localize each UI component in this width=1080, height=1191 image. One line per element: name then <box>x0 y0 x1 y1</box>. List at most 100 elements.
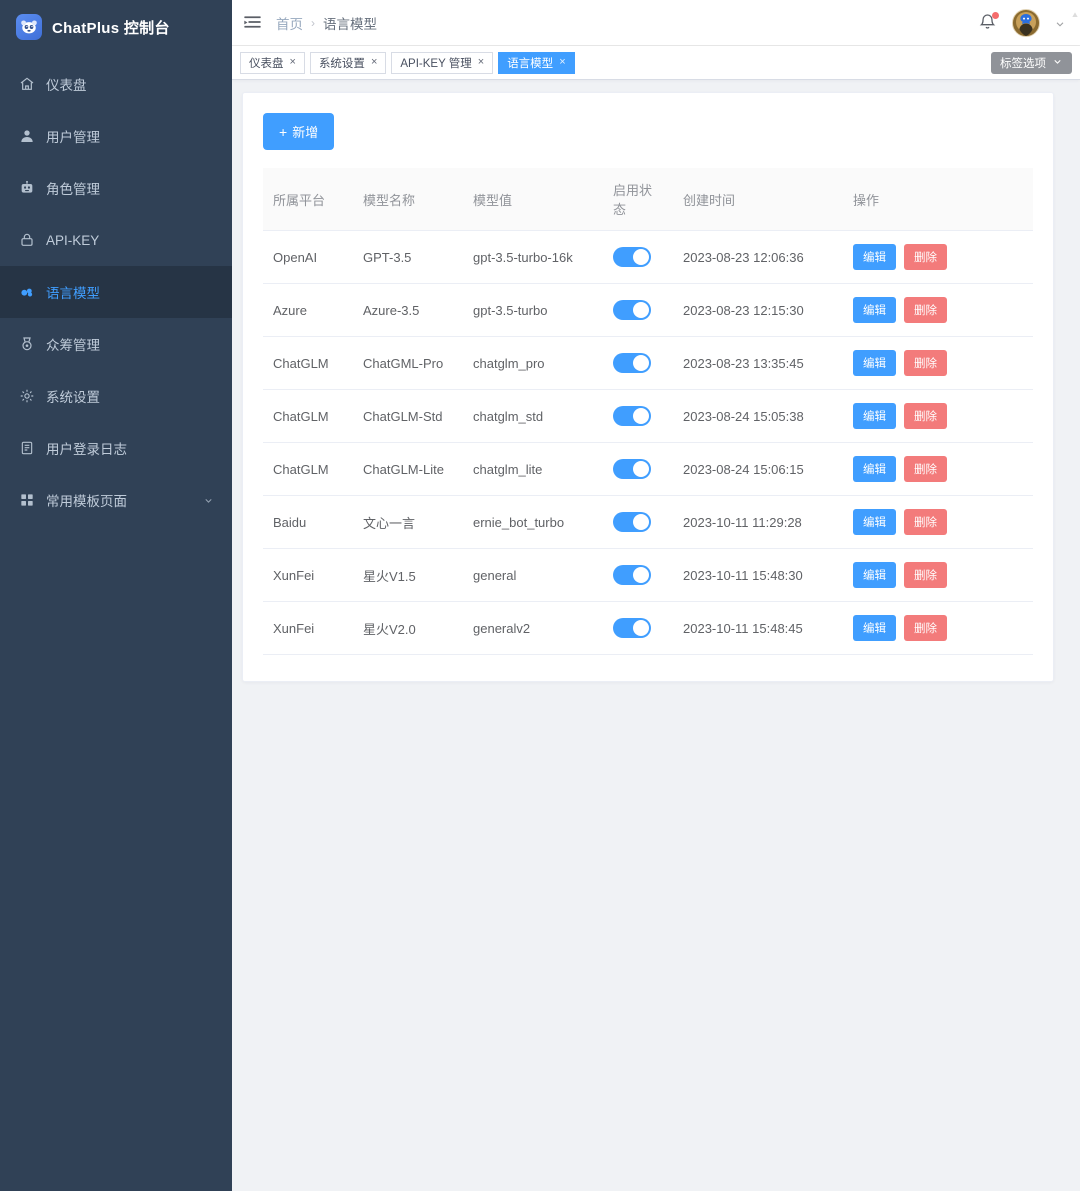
sidebar-item-template-pages[interactable]: 常用模板页面 <box>0 474 232 526</box>
tab-label: 系统设置 <box>318 57 365 70</box>
table-row: XunFei 星火V2.0 generalv2 2023-10-11 15:48:45… <box>263 601 1033 655</box>
cell-platform: Baidu <box>263 495 353 549</box>
cell-actions: 编辑 删除 <box>843 389 1033 443</box>
brand[interactable]: ChatPlus 控制台 <box>0 0 232 54</box>
add-button-label: 新增 <box>292 125 319 140</box>
toggle-knob <box>633 249 649 265</box>
robot-icon <box>18 179 36 197</box>
toggle-knob <box>633 461 649 477</box>
delete-button[interactable]: 删除 <box>904 244 947 270</box>
cell-actions: 编辑 删除 <box>843 230 1033 284</box>
delete-button[interactable]: 删除 <box>904 615 947 641</box>
cell-created-at: 2023-10-11 11:29:28 <box>673 495 843 549</box>
edit-button[interactable]: 编辑 <box>853 403 896 429</box>
enabled-toggle[interactable] <box>613 459 651 479</box>
breadcrumb: 首页 › 语言模型 <box>276 13 377 33</box>
table-row: OpenAI GPT-3.5 gpt-3.5-turbo-16k 2023-08-23… <box>263 230 1033 284</box>
toggle-knob <box>633 514 649 530</box>
breadcrumb-item-home[interactable]: 首页 <box>276 16 303 32</box>
cell-platform: XunFei <box>263 601 353 655</box>
delete-button[interactable]: 删除 <box>904 562 947 588</box>
enabled-toggle[interactable] <box>613 565 651 585</box>
edit-button[interactable]: 编辑 <box>853 456 896 482</box>
column-header-model-value: 模型值 <box>463 168 603 231</box>
home-icon <box>18 75 36 93</box>
tab-api-key-management[interactable]: API-KEY 管理 × <box>391 51 494 74</box>
toggle-knob <box>633 355 649 371</box>
enabled-toggle[interactable] <box>613 618 651 638</box>
table-row: Azure Azure-3.5 gpt-3.5-turbo 2023-08-23 12… <box>263 283 1033 337</box>
navbar-right <box>978 8 1066 37</box>
delete-button[interactable]: 删除 <box>904 350 947 376</box>
tab-dashboard[interactable]: 仪表盘 × <box>240 51 305 74</box>
close-icon[interactable]: × <box>477 56 485 68</box>
add-button[interactable]: + 新增 <box>263 113 335 150</box>
toggle-knob <box>633 567 649 583</box>
tab-system-settings[interactable]: 系统设置 × <box>309 51 387 74</box>
scroll-up-arrow-icon[interactable] <box>1071 6 1079 17</box>
cell-actions: 编辑 删除 <box>843 336 1033 390</box>
gear-icon <box>18 387 36 405</box>
medal-icon <box>18 335 36 353</box>
edit-button[interactable]: 编辑 <box>853 615 896 641</box>
sidebar-item-system-settings[interactable]: 系统设置 <box>0 370 232 422</box>
edit-button[interactable]: 编辑 <box>853 297 896 323</box>
chevron-down-icon <box>202 494 214 506</box>
cell-model-name: Azure-3.5 <box>353 283 463 337</box>
cell-model-value: chatglm_std <box>463 389 603 443</box>
cell-status <box>603 283 673 337</box>
cell-model-name: 星火V2.0 <box>353 601 463 655</box>
page-scrollbar[interactable] <box>1072 0 1080 1191</box>
sidebar-item-language-model[interactable]: 语言模型 <box>0 266 232 318</box>
delete-button[interactable]: 删除 <box>904 297 947 323</box>
enabled-toggle[interactable] <box>613 247 651 267</box>
cell-status <box>603 548 673 602</box>
cell-model-name: ChatGML-Pro <box>353 336 463 390</box>
cell-status <box>603 389 673 443</box>
cell-status <box>603 601 673 655</box>
cell-model-value: gpt-3.5-turbo-16k <box>463 230 603 284</box>
language-model-card: + 新增 所属平台 模型名称 模型值 启用状态 创建时间 操作 <box>242 92 1054 682</box>
sidebar-item-crowdfunding[interactable]: 众筹管理 <box>0 318 232 370</box>
enabled-toggle[interactable] <box>613 353 651 373</box>
edit-button[interactable]: 编辑 <box>853 350 896 376</box>
close-icon[interactable]: × <box>289 56 296 68</box>
cell-model-value: generalv2 <box>463 601 603 655</box>
tab-options-button[interactable]: 标签选项 <box>991 51 1072 74</box>
tab-language-model[interactable]: 语言模型 × <box>498 51 575 74</box>
avatar[interactable] <box>1012 8 1040 37</box>
delete-button[interactable]: 删除 <box>904 509 947 535</box>
sidebar-item-label: 角色管理 <box>46 182 100 197</box>
sidebar-item-label: 仪表盘 <box>46 78 87 93</box>
chevron-down-icon[interactable] <box>1054 17 1066 29</box>
tab-label: 仪表盘 <box>249 57 284 70</box>
enabled-toggle[interactable] <box>613 512 651 532</box>
table-row: XunFei 星火V1.5 general 2023-10-11 15:48:30 编辑… <box>263 548 1033 602</box>
close-icon[interactable]: × <box>559 56 566 68</box>
enabled-toggle[interactable] <box>613 300 651 320</box>
cell-actions: 编辑 删除 <box>843 283 1033 337</box>
sidebar-item-dashboard[interactable]: 仪表盘 <box>0 58 232 110</box>
edit-button[interactable]: 编辑 <box>853 509 896 535</box>
edit-button[interactable]: 编辑 <box>853 244 896 270</box>
delete-button[interactable]: 删除 <box>904 456 947 482</box>
column-header-created-at: 创建时间 <box>673 168 843 231</box>
close-icon[interactable]: × <box>370 56 378 68</box>
sidebar-item-api-key[interactable]: API-KEY <box>0 214 232 266</box>
sidebar-item-user-management[interactable]: 用户管理 <box>0 110 232 162</box>
cell-status <box>603 336 673 390</box>
bell-icon[interactable] <box>978 11 999 34</box>
notification-dot <box>992 11 999 19</box>
cell-model-value: general <box>463 548 603 602</box>
toggle-knob <box>633 408 649 424</box>
delete-button[interactable]: 删除 <box>904 403 947 429</box>
edit-button[interactable]: 编辑 <box>853 562 896 588</box>
lock-icon <box>18 231 36 249</box>
enabled-toggle[interactable] <box>613 406 651 426</box>
cell-platform: Azure <box>263 283 353 337</box>
user-icon <box>18 127 36 145</box>
sidebar-item-role-management[interactable]: 角色管理 <box>0 162 232 214</box>
sidebar-item-login-log[interactable]: 用户登录日志 <box>0 422 232 474</box>
hamburger-collapse-icon[interactable] <box>244 15 262 31</box>
